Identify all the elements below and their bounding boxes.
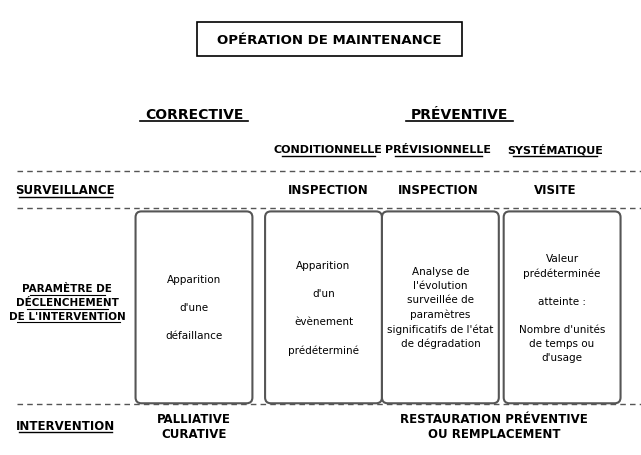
Text: PALLIATIVE
CURATIVE: PALLIATIVE CURATIVE <box>157 412 231 440</box>
Text: PRÉVISIONNELLE: PRÉVISIONNELLE <box>385 145 492 155</box>
Text: Analyse de
l'évolution
surveillée de
paramètres
significatifs de l'état
de dégra: Analyse de l'évolution surveillée de par… <box>387 267 494 349</box>
Text: INSPECTION: INSPECTION <box>288 184 369 197</box>
Text: PRÉVENTIVE: PRÉVENTIVE <box>411 108 508 122</box>
Text: Apparition

d'une

défaillance: Apparition d'une défaillance <box>165 275 222 341</box>
Text: PARAMÈTRE DE: PARAMÈTRE DE <box>22 284 112 294</box>
FancyBboxPatch shape <box>504 212 620 404</box>
Text: INTERVENTION: INTERVENTION <box>16 419 115 432</box>
FancyBboxPatch shape <box>265 212 382 404</box>
Text: CORRECTIVE: CORRECTIVE <box>145 108 243 122</box>
Text: RESTAURATION PRÉVENTIVE
OU REMPLACEMENT: RESTAURATION PRÉVENTIVE OU REMPLACEMENT <box>400 412 588 440</box>
Text: SURVEILLANCE: SURVEILLANCE <box>15 184 115 197</box>
Text: DÉCLENCHEMENT: DÉCLENCHEMENT <box>16 297 119 307</box>
FancyBboxPatch shape <box>197 23 462 56</box>
Text: Valeur
prédéterminée

atteinte :

Nombre d'unités
de temps ou
d'usage: Valeur prédéterminée atteinte : Nombre d… <box>519 253 605 362</box>
Text: DE L'INTERVENTION: DE L'INTERVENTION <box>9 311 126 321</box>
Text: OPÉRATION DE MAINTENANCE: OPÉRATION DE MAINTENANCE <box>217 34 442 46</box>
Text: CONDITIONNELLE: CONDITIONNELLE <box>274 145 383 155</box>
Text: VISITE: VISITE <box>534 184 576 197</box>
Text: Apparition

d'un

èvènement

prédéterminé: Apparition d'un èvènement prédéterminé <box>288 260 359 355</box>
Text: SYSTÉMATIQUE: SYSTÉMATIQUE <box>508 144 603 156</box>
Text: INSPECTION: INSPECTION <box>398 184 479 197</box>
FancyBboxPatch shape <box>382 212 499 404</box>
FancyBboxPatch shape <box>135 212 253 404</box>
